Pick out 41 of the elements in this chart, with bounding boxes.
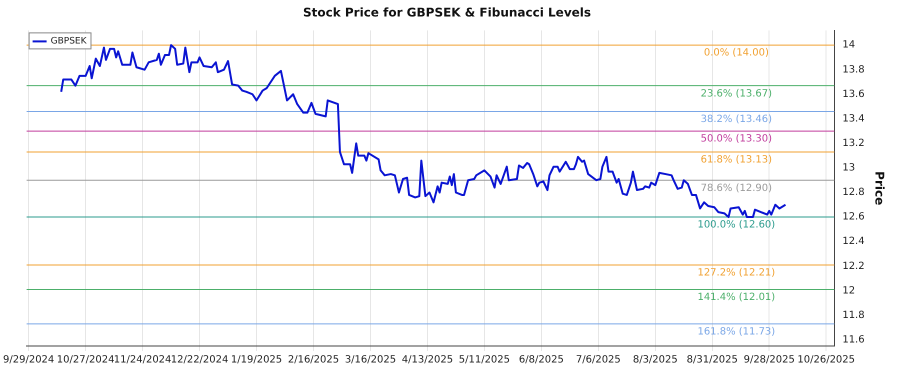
x-tick-label: 8/3/2025 (632, 354, 678, 366)
x-tick-label: 4/13/2025 (402, 354, 454, 366)
x-tick-label: 9/28/2025 (744, 354, 795, 366)
x-tick-label: 9/29/2024 (3, 354, 54, 366)
ref-line-label: 141.4% (12.01) (697, 292, 776, 304)
x-tick-label: 10/27/2024 (56, 354, 114, 366)
ref-line-label: 50.0% (13.30) (700, 134, 772, 145)
y-axis-title: Price (872, 171, 887, 206)
y-tick-label: 13 (842, 162, 856, 174)
ref-line-label: 23.6% (13.67) (700, 88, 772, 100)
x-tick-label: 11/24/2024 (114, 354, 172, 366)
x-tick-label: 7/6/2025 (576, 354, 621, 366)
y-tick-label: 12.2 (842, 260, 865, 272)
ref-line-label: 100.0% (12.60) (697, 220, 776, 231)
x-tick-label: 2/16/2025 (288, 354, 340, 366)
legend-label: GBPSEK (50, 36, 88, 47)
x-tick-label: 8/31/2025 (686, 354, 738, 366)
y-tick-label: 13.2 (842, 138, 865, 149)
ref-line-label: 0.0% (14.00) (704, 48, 769, 59)
ref-line-label: 161.8% (11.73) (697, 326, 776, 338)
y-tick-label: 12.8 (842, 187, 865, 198)
chart-title: Stock Price for GBPSEK & Fibunacci Levels (302, 5, 592, 20)
ref-line-label: 127.2% (12.21) (697, 268, 776, 279)
y-tick-label: 11.6 (842, 334, 865, 346)
x-tick-label: 3/16/2025 (344, 354, 396, 366)
y-tick-label: 12.4 (842, 236, 865, 248)
x-tick-label: 10/26/2025 (797, 354, 856, 366)
y-tick-label: 13.6 (842, 88, 865, 100)
x-tick-label: 12/22/2024 (170, 354, 228, 366)
ref-line-label: 38.2% (13.46) (700, 114, 772, 126)
y-tick-label: 14 (842, 40, 856, 51)
x-tick-label: 5/11/2025 (458, 354, 510, 366)
x-tick-label: 1/19/2025 (230, 354, 282, 366)
y-tick-label: 11.8 (842, 310, 865, 321)
ref-line-label: 61.8% (13.13) (700, 154, 772, 166)
y-tick-label: 13.4 (842, 113, 865, 124)
y-tick-label: 12.6 (842, 212, 865, 223)
y-tick-label: 12 (842, 285, 856, 296)
ref-line-label: 78.6% (12.90) (700, 182, 772, 194)
x-tick-label: 6/8/2025 (518, 354, 564, 366)
y-tick-label: 13.8 (842, 64, 865, 76)
